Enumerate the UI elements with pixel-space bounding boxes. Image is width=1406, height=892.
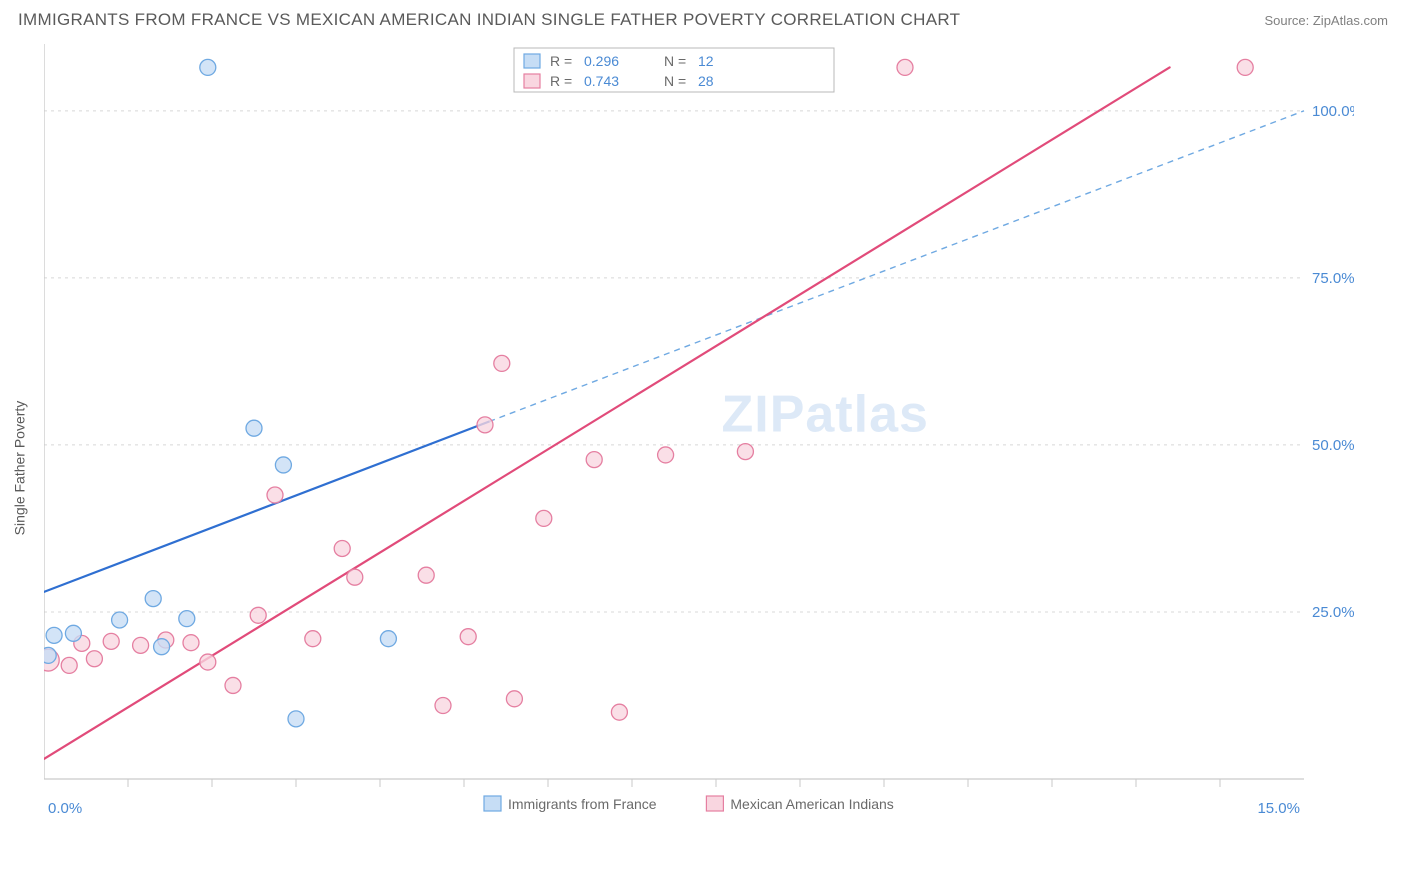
legend-n-value: 28 xyxy=(698,73,714,89)
data-point xyxy=(1237,59,1253,75)
data-point xyxy=(347,569,363,585)
data-point xyxy=(250,607,266,623)
data-point xyxy=(179,611,195,627)
correlation-scatter-chart: ZIPatlas R = 0.296 N = 12 R = 0.743 N = 28 Immi… xyxy=(44,44,1354,829)
data-point xyxy=(112,612,128,628)
data-point xyxy=(133,637,149,653)
legend-r-label: R = xyxy=(550,53,572,69)
data-point xyxy=(46,627,62,643)
y-tick-label: 50.0% xyxy=(1312,437,1354,454)
legend-r-value: 0.743 xyxy=(584,73,619,89)
data-point xyxy=(435,698,451,714)
y-tick-label: 75.0% xyxy=(1312,270,1354,287)
data-point xyxy=(154,639,170,655)
data-point xyxy=(200,654,216,670)
data-point xyxy=(737,444,753,460)
legend-n-value: 12 xyxy=(698,53,714,69)
y-tick-label: 100.0% xyxy=(1312,103,1354,120)
data-point xyxy=(658,447,674,463)
legend-r-value: 0.296 xyxy=(584,53,619,69)
data-point xyxy=(536,510,552,526)
legend-swatch xyxy=(524,54,540,68)
x-tick-label: 0.0% xyxy=(48,800,82,817)
data-point xyxy=(477,417,493,433)
data-point xyxy=(305,631,321,647)
data-point xyxy=(611,704,627,720)
data-point xyxy=(86,651,102,667)
data-point xyxy=(380,631,396,647)
data-point xyxy=(494,355,510,371)
x-tick-label: 15.0% xyxy=(1257,800,1300,817)
data-point xyxy=(897,59,913,75)
y-tick-label: 25.0% xyxy=(1312,604,1354,621)
data-point xyxy=(200,59,216,75)
data-point xyxy=(586,452,602,468)
legend-series-label: Mexican American Indians xyxy=(730,796,893,812)
data-point xyxy=(506,691,522,707)
data-point xyxy=(183,635,199,651)
source-attribution: Source: ZipAtlas.com xyxy=(1264,13,1388,28)
legend-r-label: R = xyxy=(550,73,572,89)
data-point xyxy=(418,567,434,583)
data-point xyxy=(61,657,77,673)
legend-n-label: N = xyxy=(664,73,686,89)
data-point xyxy=(103,633,119,649)
data-point xyxy=(145,591,161,607)
data-point xyxy=(225,677,241,693)
watermark: ZIPatlas xyxy=(721,386,928,444)
chart-title: IMMIGRANTS FROM FRANCE VS MEXICAN AMERIC… xyxy=(18,10,960,30)
legend-swatch xyxy=(524,74,540,88)
legend-n-label: N = xyxy=(664,53,686,69)
data-point xyxy=(288,711,304,727)
data-point xyxy=(267,487,283,503)
data-point xyxy=(246,420,262,436)
data-point xyxy=(334,540,350,556)
data-point xyxy=(65,625,81,641)
data-point xyxy=(44,647,56,663)
data-point xyxy=(275,457,291,473)
legend-swatch xyxy=(484,796,501,811)
y-axis-label: Single Father Poverty xyxy=(4,44,34,892)
legend-swatch xyxy=(706,796,723,811)
data-point xyxy=(460,629,476,645)
legend-series-label: Immigrants from France xyxy=(508,796,657,812)
